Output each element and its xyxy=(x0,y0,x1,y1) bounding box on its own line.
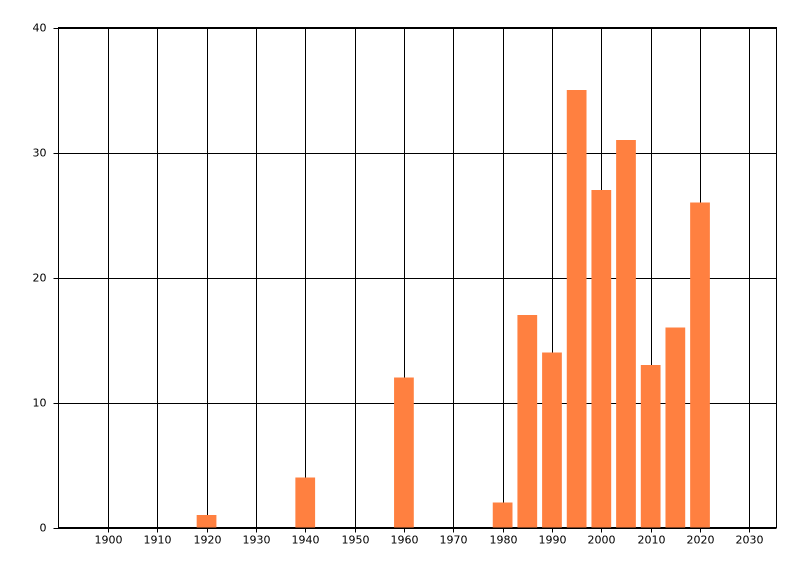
bar xyxy=(295,477,316,528)
x-tick-label: 1920 xyxy=(194,534,222,547)
bar xyxy=(566,90,587,528)
y-tick-label: 40 xyxy=(33,22,47,35)
x-tick-label: 1940 xyxy=(292,534,320,547)
y-tick-label: 30 xyxy=(33,147,47,160)
bar xyxy=(394,377,414,528)
plot-frame xyxy=(58,27,777,528)
x-tick-label: 1970 xyxy=(440,534,468,547)
x-tick-label: 2030 xyxy=(736,534,764,547)
y-tick-label: 0 xyxy=(40,522,47,535)
x-tick-label: 1910 xyxy=(144,534,172,547)
bar xyxy=(616,140,636,528)
y-tick-label: 20 xyxy=(33,272,47,285)
bar xyxy=(640,365,661,528)
bar xyxy=(196,515,217,528)
bar xyxy=(665,327,686,528)
x-tick-label: 1990 xyxy=(539,534,567,547)
x-tick-label: 1950 xyxy=(342,534,370,547)
x-tick-label: 1960 xyxy=(391,534,419,547)
x-tick-label: 1980 xyxy=(490,534,518,547)
x-tick-label: 1900 xyxy=(95,534,123,547)
bar xyxy=(591,190,612,528)
bar xyxy=(542,352,562,528)
bar xyxy=(517,315,538,528)
x-tick-label: 2010 xyxy=(638,534,666,547)
x-tick-label: 2020 xyxy=(687,534,715,547)
y-tick-label: 10 xyxy=(33,397,47,410)
x-tick-label: 1930 xyxy=(243,534,271,547)
x-tick-label: 2000 xyxy=(588,534,616,547)
bar xyxy=(690,202,710,528)
bar xyxy=(492,502,513,528)
